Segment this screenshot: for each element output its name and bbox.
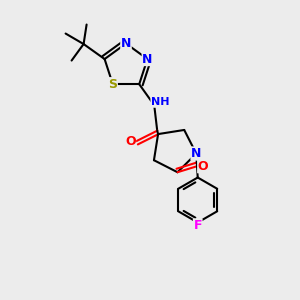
Text: O: O [198,160,208,173]
Text: NH: NH [151,97,170,107]
Text: F: F [194,219,202,232]
Text: N: N [142,52,153,65]
Text: N: N [121,37,131,50]
Text: O: O [125,135,136,148]
Text: N: N [191,147,201,160]
Text: S: S [108,78,117,91]
